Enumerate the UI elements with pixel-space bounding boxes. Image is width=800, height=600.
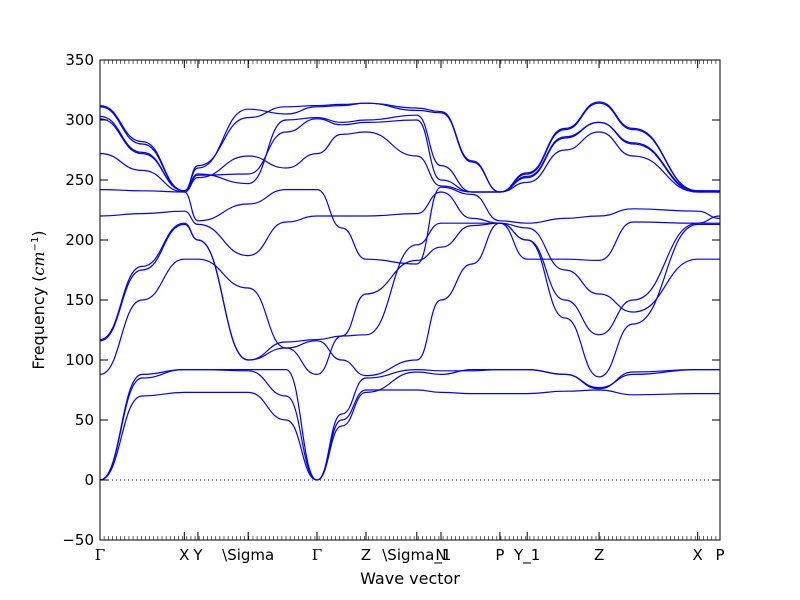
band-line-8 xyxy=(99,186,721,265)
y-axis-label-exponent: −1 xyxy=(30,237,41,252)
x-tick-label: \Sigma_1 xyxy=(382,546,451,565)
y-axis-label-close: ) xyxy=(29,230,48,236)
band-line-4 xyxy=(99,222,720,376)
band-line-6 xyxy=(99,222,720,361)
y-axis-ticks: −50 0 50 100 150 200 250 300 350 xyxy=(62,51,720,549)
y-tick-label: −50 xyxy=(62,531,94,549)
x-tick-label: Y xyxy=(192,546,203,564)
x-axis-ticks: Γ X Y \Sigma Γ Z \Sigma_1N P Y_1 Z X P xyxy=(95,60,725,565)
band-lines xyxy=(99,101,721,481)
y-tick-label: 200 xyxy=(65,231,94,249)
x-tick-label: Γ xyxy=(312,546,322,564)
band-line-2 xyxy=(99,389,720,481)
band-line-12 xyxy=(99,102,721,193)
x-minor-ticks xyxy=(99,60,721,540)
x-tick-label: Y_1 xyxy=(513,546,540,565)
x-tick-label: \Sigma xyxy=(222,546,274,564)
plot-frame xyxy=(99,59,721,541)
y-tick-label: 50 xyxy=(75,411,94,429)
band-line-13 xyxy=(99,101,720,193)
x-tick-label: X xyxy=(179,546,189,564)
band-line-3 xyxy=(99,369,720,481)
x-tick-label: Z xyxy=(594,546,604,564)
y-tick-label: 0 xyxy=(84,471,94,489)
band-line-9 xyxy=(99,131,720,193)
band-line-7 xyxy=(99,191,721,262)
y-axis-label: Frequency (cm−1) xyxy=(29,230,48,369)
band-line-5 xyxy=(99,222,720,378)
band-line-11 xyxy=(99,114,720,193)
x-tick-label: N xyxy=(435,546,446,564)
y-tick-label: 150 xyxy=(65,291,94,309)
x-tick-label: X xyxy=(693,546,703,564)
y-tick-label: 250 xyxy=(65,171,94,189)
x-tick-label: P xyxy=(495,546,504,564)
y-tick-label: 350 xyxy=(65,51,94,69)
y-tick-label: 100 xyxy=(65,351,94,369)
x-tick-label: Z xyxy=(361,546,371,564)
band-line-1 xyxy=(99,368,720,481)
x-tick-label: P xyxy=(715,546,724,564)
y-axis-label-text: Frequency ( xyxy=(29,276,48,370)
y-axis-label-unit: cm xyxy=(29,251,48,275)
y-tick-label: 300 xyxy=(65,111,94,129)
x-axis-label: Wave vector xyxy=(360,569,460,588)
x-tick-label: Γ xyxy=(95,546,105,564)
